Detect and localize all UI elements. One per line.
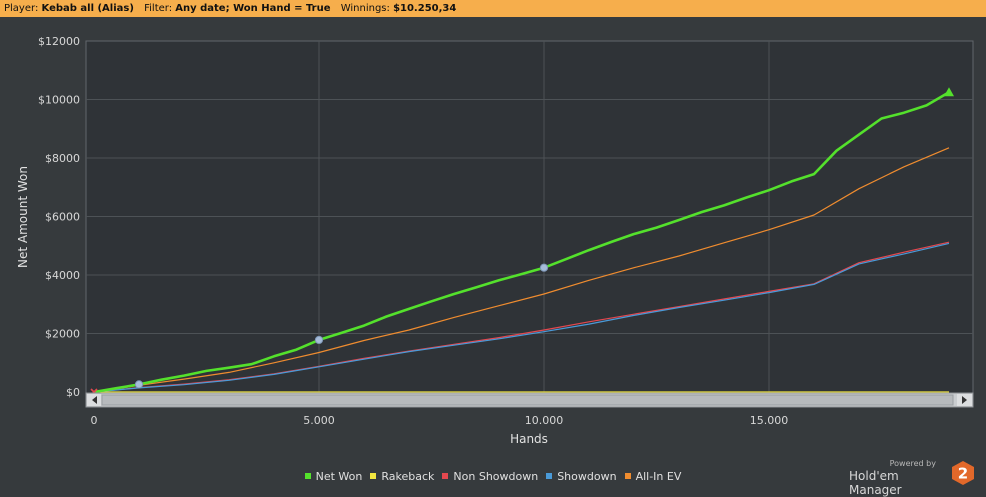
winnings-value: $10.250,34 [393, 3, 457, 14]
scroll-thumb[interactable] [101, 394, 954, 406]
legend-swatch [304, 473, 311, 479]
legend-item-rakeback[interactable]: Rakeback [370, 470, 434, 483]
winnings-label: Winnings: [340, 3, 390, 14]
player-value: Kebab all (Alias) [41, 3, 134, 14]
series-line-net-won [93, 91, 950, 394]
x-tick-label: 0 [91, 414, 98, 427]
legend-item-non-showdown[interactable]: Non Showdown [442, 470, 538, 483]
end-marker [944, 87, 954, 97]
legend-label: Non Showdown [453, 470, 539, 483]
graph-chart: $0 $2000 $4000 $6000 $8000 $10000 $12000 0 5.00… [16, 35, 974, 446]
filter-value: Any date; Won Hand = True [175, 3, 331, 14]
legend-label: Net Won [315, 470, 363, 483]
powered-by-text: Powered by [889, 459, 936, 468]
player-label: Player: [4, 3, 39, 14]
y-tick-label: $6000 [45, 211, 80, 224]
y-tick-label: $8000 [45, 152, 80, 165]
legend-item-showdown[interactable]: Showdown [546, 470, 617, 483]
legend-swatch [370, 473, 377, 479]
legend-swatch [624, 473, 631, 479]
milestone-marker [539, 263, 549, 272]
y-tick-label: $12000 [38, 35, 80, 48]
y-tick-label: $2000 [45, 328, 80, 341]
legend-swatch [546, 473, 553, 479]
legend-swatch [442, 473, 449, 479]
series-lines [93, 91, 950, 394]
grid-lines [86, 41, 973, 393]
x-axis-label: Hands [510, 432, 548, 446]
series-markers [90, 87, 954, 396]
legend-item-net-won[interactable]: Net Won [304, 470, 363, 483]
x-axis: 0 5.000 10.000 15.000 [91, 414, 789, 427]
y-tick-label: $10000 [38, 94, 80, 107]
y-axis: $0 $2000 $4000 $6000 $8000 $10000 $12000 [38, 35, 80, 399]
x-tick-label: 5.000 [303, 414, 335, 427]
legend-label: Showdown [557, 470, 617, 483]
milestone-marker [314, 335, 324, 345]
filter-header: Player: Kebab all (Alias) Filter: Any da… [0, 0, 986, 17]
series-line-all-in-ev [93, 147, 950, 393]
x-tick-label: 10.000 [525, 414, 564, 427]
holdem-manager-logo-icon: 2 [952, 461, 974, 485]
scroll-left-arrow-icon [92, 396, 97, 404]
y-axis-label: Net Amount Won [16, 166, 30, 268]
powered-by-brand: Powered by Hold'em Manager 2 [849, 459, 974, 497]
legend-label: All-In EV [635, 470, 682, 483]
x-tick-label: 15.000 [750, 414, 789, 427]
logo-glyph: 2 [958, 465, 968, 483]
brand-name: Hold'em Manager [849, 469, 902, 497]
chart-legend: Net Won Rakeback Non Showdown Showdown All-I… [0, 470, 986, 483]
milestone-marker [134, 380, 144, 389]
scroll-right-arrow-icon [962, 396, 967, 404]
filter-label: Filter: [144, 3, 173, 14]
y-tick-label: $4000 [45, 269, 80, 282]
y-tick-label: $0 [66, 386, 80, 399]
legend-label: Rakeback [381, 470, 435, 483]
horizontal-scrollbar[interactable] [85, 392, 974, 408]
legend-item-all-in-ev[interactable]: All-In EV [624, 470, 682, 483]
series-line-showdown [93, 242, 950, 393]
